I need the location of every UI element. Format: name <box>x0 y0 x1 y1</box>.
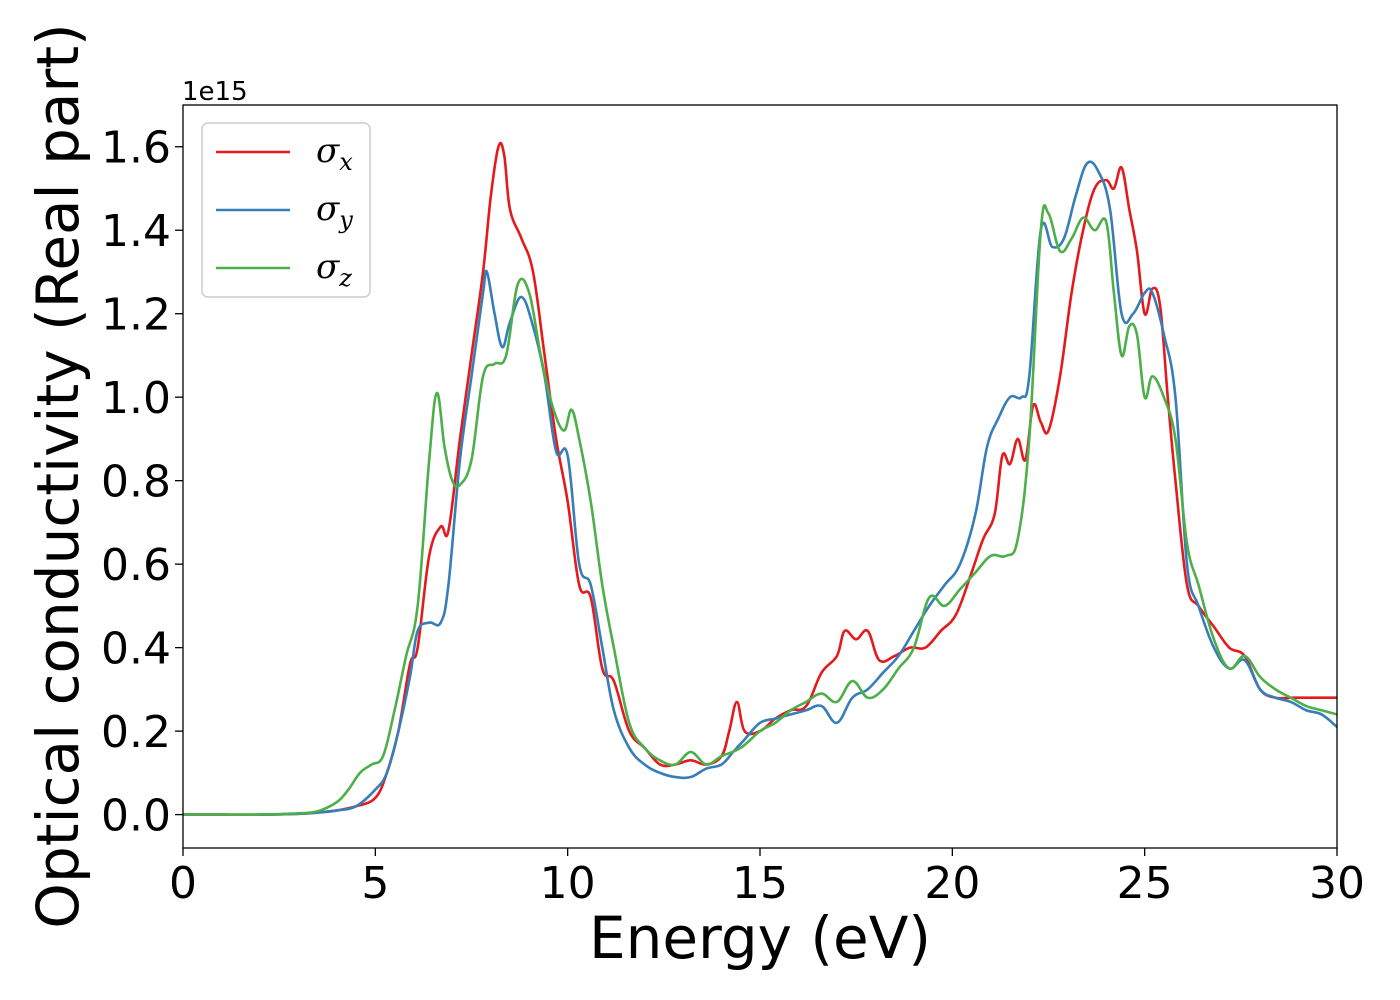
series-line-x <box>183 141 1337 816</box>
y-tick-label: 0.0 <box>101 791 171 842</box>
y-offset-label: 1e15 <box>182 77 248 107</box>
y-tick-label: 0.8 <box>101 457 171 508</box>
y-tick-label: 0.2 <box>101 707 171 758</box>
y-tick-label: 1.0 <box>101 373 171 424</box>
y-tick-label: 0.6 <box>101 540 171 591</box>
legend-label-y: σy <box>316 189 353 234</box>
series-layer <box>183 141 1337 817</box>
y-tick-label: 1.4 <box>101 206 171 257</box>
x-axis: 0 5 10 15 20 25 30 <box>169 848 1365 909</box>
legend: σx σy σz <box>201 122 371 298</box>
x-tick-label: 20 <box>924 858 980 909</box>
legend-label-x: σx <box>316 131 353 176</box>
y-tick-label: 1.2 <box>101 290 171 341</box>
y-axis-label: Optical conductivity (Real part) <box>24 23 92 928</box>
y-axis: 0.0 0.2 0.4 0.6 0.8 1.0 1.2 1.4 1.6 <box>101 123 183 842</box>
series-line-y <box>183 160 1337 816</box>
x-tick-label: 5 <box>361 858 389 909</box>
x-tick-label: 10 <box>540 858 596 909</box>
legend-label-z: σz <box>316 247 352 292</box>
x-tick-label: 30 <box>1309 858 1365 909</box>
y-tick-label: 1.6 <box>101 123 171 174</box>
x-tick-label: 0 <box>169 858 197 909</box>
series-line-z <box>183 204 1337 817</box>
x-tick-label: 15 <box>732 858 788 909</box>
y-tick-label: 0.4 <box>101 624 171 675</box>
x-tick-label: 25 <box>1117 858 1173 909</box>
x-axis-label: Energy (eV) <box>589 904 931 972</box>
